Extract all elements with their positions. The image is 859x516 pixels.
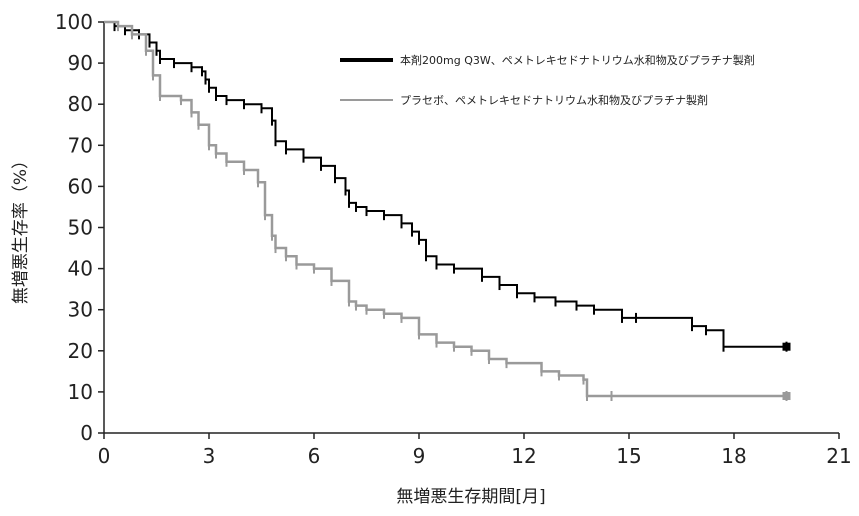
- y-axis-title: 無増悪生存率（%）: [11, 152, 31, 304]
- y-tick-label: 90: [68, 51, 93, 75]
- y-tick-label: 20: [68, 339, 93, 363]
- x-tick-label: 21: [826, 444, 851, 468]
- y-tick-label: 30: [68, 298, 93, 322]
- x-axis-title: 無増悪生存期間[月]: [396, 487, 545, 507]
- series-end-point: [782, 342, 791, 351]
- series-layer: [104, 20, 791, 402]
- series-end-point: [782, 392, 791, 401]
- x-tick-label: 3: [203, 444, 216, 468]
- ticks-group: 0 3 6 9 12 15 18 21 0 10 20 30 40 50 60 70 80 90 100: [55, 10, 852, 468]
- y-tick-label: 40: [68, 257, 93, 281]
- legend-label-pembro: 本剤200mg Q3W、ペメトレキセドナトリウム水和物及びプラチナ製剤: [400, 53, 755, 67]
- legend: 本剤200mg Q3W、ペメトレキセドナトリウム水和物及びプラチナ製剤 プラセボ…: [340, 53, 755, 107]
- x-tick-label: 15: [616, 444, 641, 468]
- y-tick-label: 60: [68, 174, 93, 198]
- axes-group: [103, 22, 839, 434]
- y-tick-label: 0: [80, 421, 93, 445]
- y-tick-label: 100: [55, 10, 93, 34]
- x-tick-label: 9: [413, 444, 426, 468]
- x-tick-label: 12: [511, 444, 536, 468]
- x-tick-label: 18: [721, 444, 746, 468]
- y-tick-label: 80: [68, 92, 93, 116]
- y-tick-label: 70: [68, 133, 93, 157]
- y-tick-label: 10: [68, 380, 93, 404]
- y-tick-label: 50: [68, 216, 93, 240]
- x-tick-label: 6: [308, 444, 321, 468]
- x-tick-label: 0: [98, 444, 111, 468]
- series-line-pembrolizumab: [104, 21, 787, 348]
- legend-label-placebo: プラセボ、ペメトレキセドナトリウム水和物及びプラチナ製剤: [400, 93, 708, 107]
